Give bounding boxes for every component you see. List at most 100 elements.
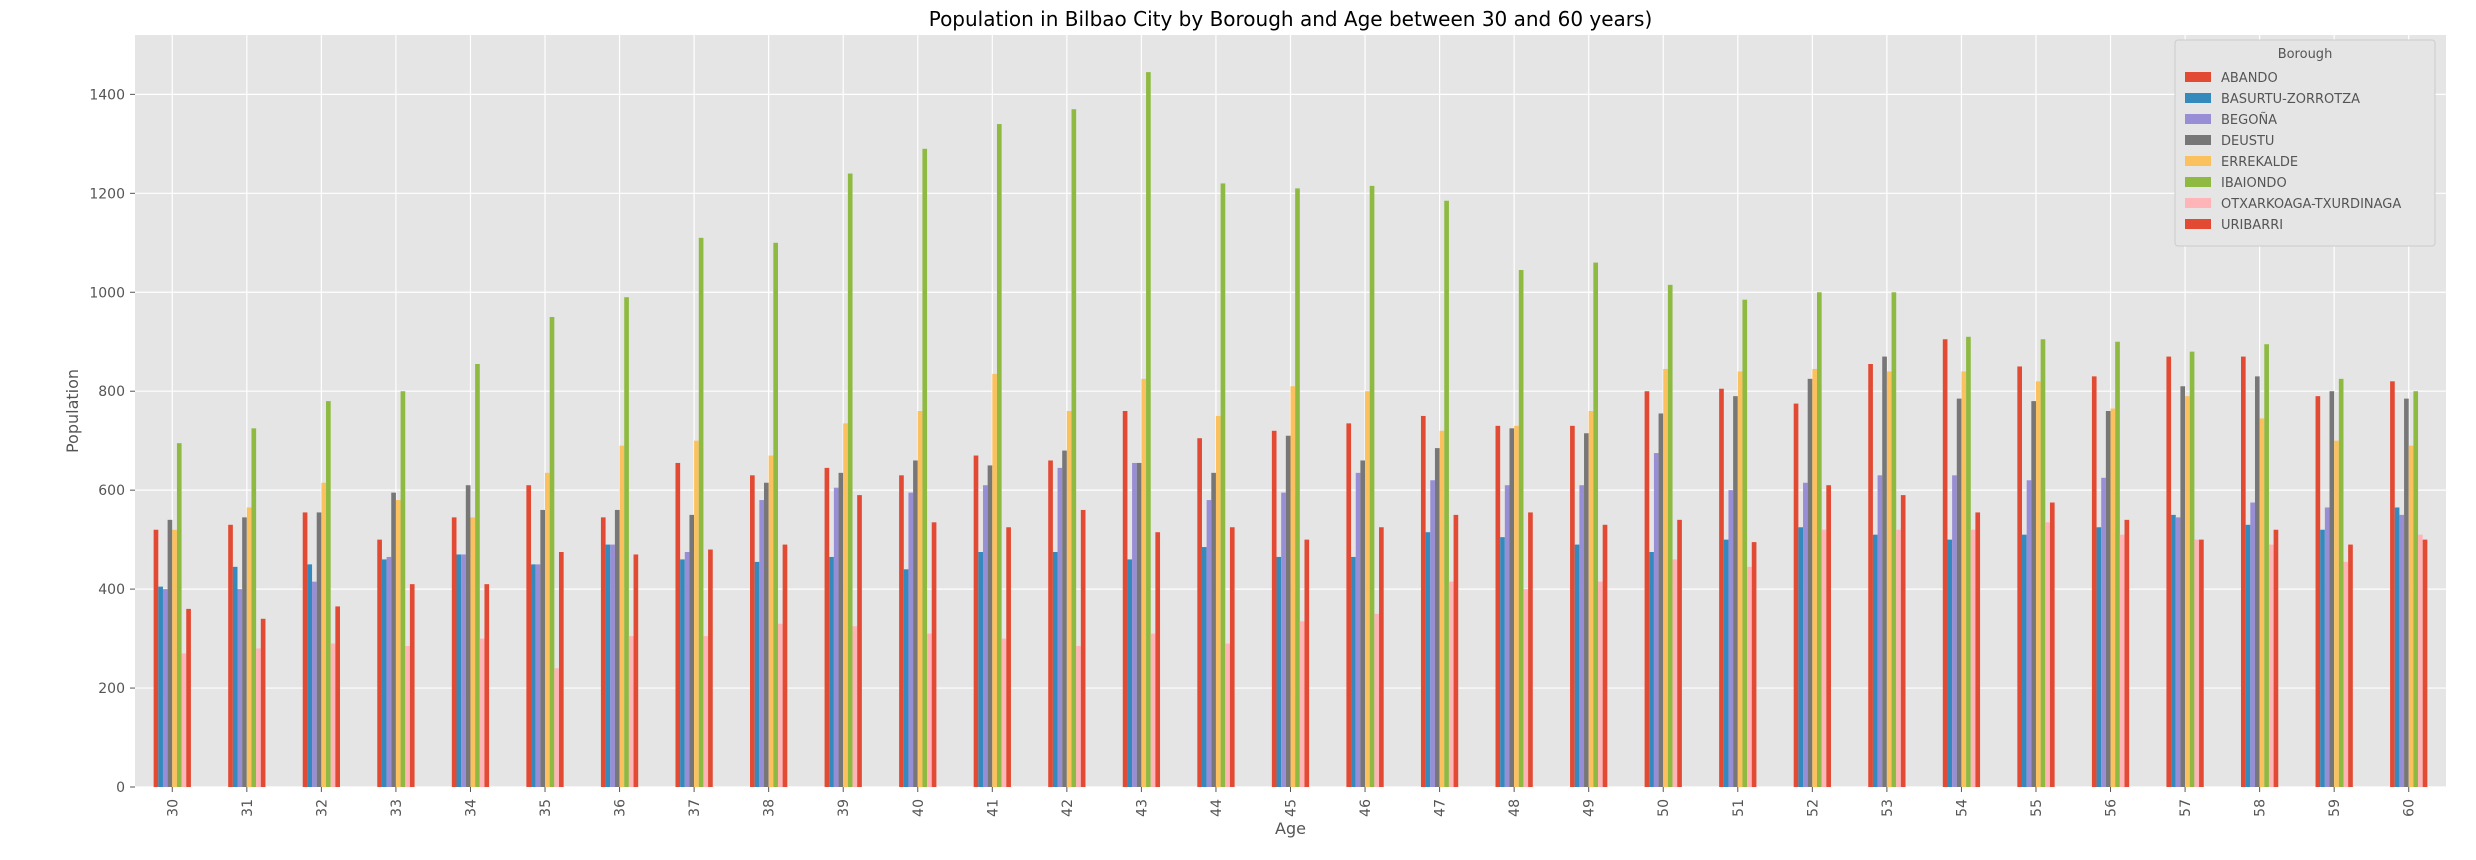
bar: [978, 552, 983, 787]
bar-group: [153, 72, 2428, 788]
bar: [694, 440, 699, 787]
bar: [1448, 581, 1454, 787]
legend-swatch: [2185, 156, 2211, 166]
x-tick-label: 48: [1507, 799, 1523, 817]
bar: [251, 428, 257, 787]
bar: [237, 589, 243, 787]
bar: [1369, 185, 1375, 787]
bar: [1062, 450, 1067, 787]
bar: [1504, 485, 1510, 787]
bar: [2343, 561, 2349, 787]
bar: [684, 552, 690, 787]
y-tick-label: 400: [98, 582, 125, 598]
y-tick-label: 1000: [89, 285, 125, 301]
bar: [181, 653, 187, 787]
bar: [545, 472, 550, 787]
bar: [2240, 356, 2246, 787]
bar: [1201, 547, 1207, 787]
bar: [1146, 72, 1151, 788]
bar: [386, 556, 392, 787]
bar: [321, 482, 327, 787]
bar: [1677, 519, 1682, 787]
bar: [307, 564, 313, 787]
bar: [2422, 539, 2428, 787]
bar: [2324, 507, 2330, 787]
bar: [931, 522, 937, 787]
x-tick-label: 46: [1358, 799, 1374, 817]
bar: [1728, 490, 1734, 787]
bar: [228, 524, 233, 787]
bar: [838, 472, 844, 787]
bar: [1882, 356, 1887, 787]
bar: [777, 623, 783, 787]
bar: [1048, 460, 1053, 787]
bar: [1966, 336, 1971, 787]
bar: [1798, 527, 1804, 787]
bar: [1742, 299, 1748, 787]
bar: [1663, 368, 1668, 787]
bar: [2315, 396, 2321, 787]
bar: [2022, 534, 2027, 787]
bar: [1821, 529, 1827, 787]
bar: [1355, 472, 1361, 787]
bar: [698, 237, 704, 788]
legend-label: URIBARRI: [2221, 218, 2283, 233]
bar: [1975, 512, 1981, 787]
x-axis-ticks: 30 31 32 33 34 35 36 37 38 39 40 41 42 43 44 45 46 47 48 49…: [165, 787, 2418, 817]
bar: [1649, 552, 1654, 787]
bar: [1006, 527, 1011, 787]
bar: [1444, 200, 1449, 788]
bar: [1141, 378, 1147, 787]
bar: [2091, 376, 2097, 787]
bar: [409, 584, 415, 787]
x-tick-label: 56: [2104, 799, 2120, 817]
bar: [316, 512, 322, 787]
bar: [1080, 509, 1086, 787]
bar: [1215, 415, 1221, 787]
bar: [1593, 262, 1599, 788]
bar: [153, 529, 159, 787]
bar: [2031, 401, 2036, 787]
bar: [260, 618, 266, 787]
bar: [992, 373, 997, 787]
bar: [1886, 371, 1892, 787]
bar: [479, 638, 485, 787]
bar: [242, 517, 247, 787]
bar: [1197, 438, 1202, 787]
x-tick-label: 45: [1284, 799, 1300, 817]
bar: [1947, 539, 1953, 787]
x-tick-label: 34: [463, 799, 479, 817]
bar: [1952, 475, 1957, 787]
bar: [395, 500, 401, 787]
bar: [857, 495, 862, 787]
bar: [2254, 376, 2260, 787]
bar: [400, 391, 406, 787]
bar: [619, 445, 625, 787]
bar: [302, 512, 308, 787]
bar: [1826, 485, 1831, 787]
legend-box: [2174, 39, 2436, 247]
bar: [633, 554, 639, 787]
bar: [1644, 391, 1650, 787]
bar: [1602, 524, 1608, 787]
bar: [2049, 502, 2055, 787]
bar: [1290, 386, 1296, 787]
bar: [824, 467, 830, 787]
bar: [335, 606, 341, 787]
bar: [1420, 415, 1426, 787]
bar: [1285, 435, 1291, 787]
bar: [2408, 445, 2414, 787]
x-tick-label: 41: [985, 799, 1001, 817]
x-tick-label: 35: [538, 799, 554, 817]
bar: [1528, 512, 1533, 787]
bar: [852, 626, 858, 787]
bar: [1430, 480, 1435, 787]
bar: [1723, 539, 1729, 787]
bar: [1001, 638, 1007, 787]
x-tick-label: 53: [1880, 799, 1896, 817]
bar: [1574, 544, 1580, 787]
bar: [232, 566, 238, 787]
bar: [922, 148, 928, 788]
